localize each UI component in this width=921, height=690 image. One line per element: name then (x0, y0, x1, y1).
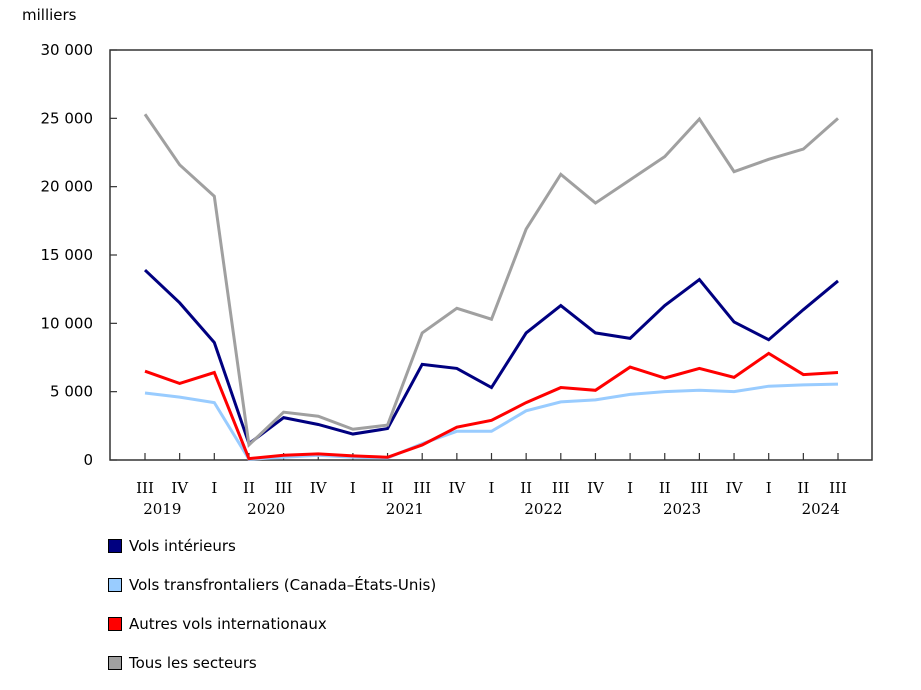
x-tick-label: IV (310, 479, 328, 497)
y-tick-label: 0 (83, 451, 93, 469)
x-tick-label: III (413, 479, 431, 497)
year-label: 2024 (802, 500, 840, 518)
y-tick-label: 10 000 (41, 314, 94, 332)
legend-item: Autres vols internationaux (108, 614, 436, 634)
x-tick-label: IV (171, 479, 189, 497)
legend-swatch (108, 578, 122, 592)
x-tick-label: III (275, 479, 293, 497)
x-tick-label: III (552, 479, 570, 497)
line-chart: milliers 0 5 000 10 000 15 000 20 000 25 000 3… (22, 6, 873, 518)
legend-label: Vols intérieurs (129, 537, 236, 555)
year-label: 2021 (386, 500, 424, 518)
x-tick-label: II (243, 479, 255, 497)
x-tick-label: I (211, 479, 217, 497)
x-tick-label: III (136, 479, 154, 497)
x-tick-label: III (691, 479, 709, 497)
y-tick-label: 20 000 (41, 178, 94, 196)
legend-label: Autres vols internationaux (129, 615, 327, 633)
y-tick-label: 15 000 (41, 246, 94, 264)
x-tick-label: IV (587, 479, 605, 497)
y-tick-label: 5 000 (50, 383, 93, 401)
x-tick-label: I (489, 479, 495, 497)
x-tick-label: I (766, 479, 772, 497)
year-label: 2022 (524, 500, 562, 518)
x-tick-label: IV (448, 479, 466, 497)
y-tick-label: 25 000 (41, 109, 94, 127)
legend-label: Tous les secteurs (129, 654, 257, 672)
series-line (143, 113, 839, 449)
year-label: 2020 (247, 500, 285, 518)
legend-swatch (108, 656, 122, 670)
legend-item: Tous les secteurs (108, 653, 436, 673)
legend-swatch (108, 539, 122, 553)
x-tick-label: I (627, 479, 633, 497)
y-tick-label: 30 000 (41, 41, 94, 59)
x-tick-label: II (520, 479, 532, 497)
series-line (143, 268, 839, 447)
x-tick-label: IV (726, 479, 744, 497)
x-tick-label: II (659, 479, 671, 497)
legend-label: Vols transfrontaliers (Canada–États-Unis… (129, 576, 437, 594)
x-tick-label: III (829, 479, 847, 497)
legend-item: Vols transfrontaliers (Canada–États-Unis… (108, 575, 436, 595)
x-tick-label: II (797, 479, 809, 497)
year-label: 2023 (663, 500, 701, 518)
year-label: 2019 (143, 500, 181, 518)
legend-swatch (108, 617, 122, 631)
legend: Vols intérieurs Vols transfrontaliers (Ca… (108, 536, 436, 690)
y-axis-label: milliers (22, 6, 77, 24)
x-tick-label: I (350, 479, 356, 497)
legend-item: Vols intérieurs (108, 536, 436, 556)
x-tick-label: II (382, 479, 394, 497)
